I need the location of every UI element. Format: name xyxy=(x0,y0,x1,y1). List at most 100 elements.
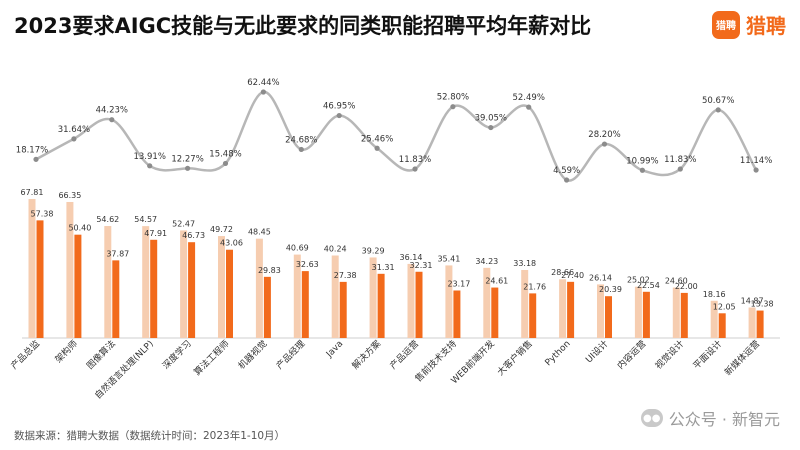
non-aigc-salary-bar xyxy=(339,281,347,338)
category-tick-label: 平面设计 xyxy=(690,338,724,372)
gap-line-point xyxy=(33,156,39,162)
gap-data-label: 12.27% xyxy=(171,154,203,164)
non-aigc-value-label: 12.05 xyxy=(713,302,736,311)
gap-data-label: 4.59% xyxy=(553,166,580,176)
gap-line-point xyxy=(488,124,494,131)
category-tick-label: 产品总监 xyxy=(8,338,42,372)
aigc-value-label: 40.69 xyxy=(286,244,309,253)
non-aigc-salary-bar xyxy=(112,260,120,338)
aigc-value-label: 52.47 xyxy=(172,219,195,228)
gap-data-label: 52.49% xyxy=(512,93,544,103)
category-tick-label: 算法工程师 xyxy=(191,338,231,378)
aigc-salary-bar xyxy=(331,255,339,338)
aigc-value-label: 26.14 xyxy=(589,273,612,282)
aigc-salary-bar xyxy=(142,226,150,338)
category-tick-label: 解决方案 xyxy=(349,338,383,372)
gap-data-label: 46.95% xyxy=(323,102,355,112)
watermark: ●● 公众号 · 新智元 xyxy=(640,406,780,430)
aigc-value-label: 18.16 xyxy=(703,290,726,299)
non-aigc-salary-bar xyxy=(150,239,158,338)
aigc-salary-bar xyxy=(748,307,756,338)
non-aigc-salary-bar xyxy=(263,276,271,338)
category-tick-label: 大客户销售 xyxy=(495,338,535,378)
aigc-value-label: 25.02 xyxy=(627,276,650,285)
gap-line-point xyxy=(601,141,608,147)
gap-line-point xyxy=(374,145,380,151)
legend-aigc-label: 要求AIGC技能的职位招聘平均年薪（万元） xyxy=(166,399,341,400)
category-tick-label: UI设计 xyxy=(583,338,611,366)
non-aigc-salary-bar xyxy=(642,291,650,338)
aigc-value-label: 66.35 xyxy=(58,191,81,200)
gap-data-label: 18.17% xyxy=(16,145,48,155)
non-aigc-value-label: 23.17 xyxy=(447,280,470,289)
non-aigc-salary-bar xyxy=(36,220,44,338)
aigc-salary-bar xyxy=(559,279,567,338)
non-aigc-value-label: 32.31 xyxy=(410,261,433,270)
aigc-salary-bar xyxy=(218,236,225,338)
non-aigc-value-label: 22.54 xyxy=(637,281,660,290)
category-tick-label: 深度学习 xyxy=(160,338,194,372)
gap-line-point xyxy=(715,107,721,113)
gap-data-label: 15.48% xyxy=(209,149,241,159)
non-aigc-value-label: 20.39 xyxy=(599,285,622,294)
aigc-salary-bar xyxy=(369,257,377,338)
non-aigc-salary-bar xyxy=(453,290,461,338)
non-aigc-value-label: 32.63 xyxy=(296,260,319,269)
non-aigc-value-label: 46.73 xyxy=(182,231,205,240)
gap-data-label: 31.64% xyxy=(58,125,90,135)
gap-line-point xyxy=(298,146,304,153)
aigc-value-label: 36.14 xyxy=(400,253,423,262)
aigc-value-label: 34.23 xyxy=(475,257,498,266)
aigc-salary-bar xyxy=(672,287,680,338)
category-tick-label: 产品运营 xyxy=(387,338,421,372)
category-tick-label: 图像算法 xyxy=(84,338,118,372)
aigc-salary-bar xyxy=(66,201,74,338)
gap-line-point xyxy=(412,166,418,172)
non-aigc-value-label: 22.00 xyxy=(675,282,698,291)
gap-data-label: 52.80% xyxy=(437,93,469,103)
aigc-salary-bar xyxy=(28,198,36,338)
aigc-salary-bar xyxy=(521,269,529,338)
non-aigc-value-label: 31.31 xyxy=(372,263,395,272)
non-aigc-salary-bar xyxy=(301,271,309,338)
non-aigc-salary-bar xyxy=(415,271,423,338)
liepin-logo-icon: 猎聘 xyxy=(712,10,740,39)
gap-line-series xyxy=(35,90,758,182)
aigc-salary-bar xyxy=(104,226,112,338)
non-aigc-value-label: 50.40 xyxy=(68,224,91,233)
non-aigc-value-label: 57.38 xyxy=(31,209,54,218)
aigc-salary-bar xyxy=(597,284,604,338)
aigc-salary-bar xyxy=(634,286,642,338)
data-source-note: 数据来源：猎聘大数据（数据统计时间：2023年1-10月） xyxy=(14,430,286,442)
aigc-value-label: 67.81 xyxy=(21,188,44,197)
gap-line-point xyxy=(753,167,759,173)
gap-line-point xyxy=(71,136,77,142)
gap-data-label: 11.83% xyxy=(399,155,431,165)
gap-data-label: 11.14% xyxy=(740,156,772,166)
gap-line-point xyxy=(336,112,342,119)
gap-data-label: 25.46% xyxy=(361,134,393,144)
category-tick-label: 机器视觉 xyxy=(236,338,270,372)
aigc-salary-bar xyxy=(293,254,301,338)
non-aigc-value-label: 29.83 xyxy=(258,266,281,275)
non-aigc-salary-bar xyxy=(377,273,385,338)
aigc-value-label: 54.57 xyxy=(134,215,157,224)
gap-line-point xyxy=(564,177,570,183)
watermark-text: 公众号 · 新智元 xyxy=(668,410,780,429)
aigc-value-label: 40.24 xyxy=(324,245,347,254)
non-aigc-salary-bar xyxy=(567,281,575,338)
brand-name: 猎聘 xyxy=(746,14,786,38)
non-aigc-value-label: 21.76 xyxy=(523,282,546,291)
gap-data-label: 39.05% xyxy=(475,114,507,124)
gap-data-label: 10.99% xyxy=(626,156,658,166)
gap-data-label: 50.67% xyxy=(702,96,734,106)
aigc-salary-bar xyxy=(407,263,415,338)
category-tick-label: 内容运营 xyxy=(615,338,649,372)
gap-line-point xyxy=(109,117,115,123)
aigc-value-label: 33.18 xyxy=(513,259,536,268)
aigc-salary-bar xyxy=(445,265,453,338)
non-aigc-value-label: 43.06 xyxy=(220,239,243,248)
aigc-value-label: 35.41 xyxy=(437,254,460,263)
non-aigc-salary-bar xyxy=(718,313,726,338)
gap-line-point xyxy=(639,167,646,173)
